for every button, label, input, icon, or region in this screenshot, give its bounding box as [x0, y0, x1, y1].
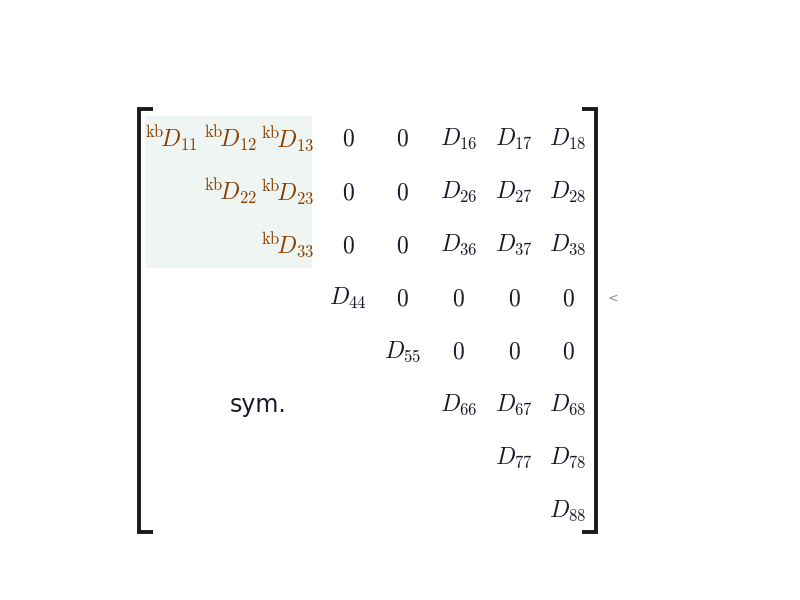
Text: $D_{36}$: $D_{36}$: [440, 233, 477, 257]
Text: $0$: $0$: [396, 127, 409, 151]
Text: $0$: $0$: [562, 286, 574, 310]
Text: $D_{55}$: $D_{55}$: [384, 340, 422, 364]
Text: $D_{78}$: $D_{78}$: [550, 446, 587, 470]
Text: $0$: $0$: [342, 127, 354, 151]
Text: ${}^{\mathrm{kb}}\!D_{12}$: ${}^{\mathrm{kb}}\!D_{12}$: [203, 124, 258, 154]
Text: $0$: $0$: [562, 340, 574, 364]
Text: $0$: $0$: [396, 233, 409, 257]
Text: ${}^{\mathrm{kb}}\!D_{33}$: ${}^{\mathrm{kb}}\!D_{33}$: [260, 230, 314, 260]
Text: $0$: $0$: [396, 286, 409, 310]
Text: $0$: $0$: [452, 340, 465, 364]
Text: $D_{67}$: $D_{67}$: [495, 392, 533, 417]
Text: $D_{28}$: $D_{28}$: [550, 180, 587, 204]
Text: $D_{44}$: $D_{44}$: [329, 286, 367, 311]
Text: sym.: sym.: [230, 392, 286, 416]
Bar: [145, 116, 312, 268]
Text: $D_{38}$: $D_{38}$: [550, 233, 587, 257]
Text: ${}^{\mathrm{kb}}\!D_{13}$: ${}^{\mathrm{kb}}\!D_{13}$: [260, 124, 314, 154]
Text: $D_{66}$: $D_{66}$: [440, 392, 477, 417]
Text: $D_{17}$: $D_{17}$: [495, 127, 533, 151]
Text: $D_{26}$: $D_{26}$: [440, 180, 477, 204]
Text: $D_{27}$: $D_{27}$: [495, 180, 533, 204]
Text: ${}^{\mathrm{kb}}\!D_{23}$: ${}^{\mathrm{kb}}\!D_{23}$: [260, 178, 314, 207]
Text: $D_{77}$: $D_{77}$: [495, 446, 533, 470]
Text: $0$: $0$: [396, 180, 409, 204]
Text: $D_{18}$: $D_{18}$: [550, 127, 587, 151]
Text: <: <: [608, 292, 618, 305]
Text: $0$: $0$: [508, 340, 521, 364]
Text: ${}^{\mathrm{kb}}\!D_{22}$: ${}^{\mathrm{kb}}\!D_{22}$: [203, 177, 258, 207]
Text: $D_{88}$: $D_{88}$: [550, 499, 587, 523]
Text: $D_{68}$: $D_{68}$: [550, 392, 587, 417]
Text: $0$: $0$: [342, 233, 354, 257]
Text: $0$: $0$: [508, 286, 521, 310]
Text: $0$: $0$: [342, 180, 354, 204]
Text: $0$: $0$: [452, 286, 465, 310]
Text: $D_{16}$: $D_{16}$: [440, 127, 477, 151]
Text: $D_{37}$: $D_{37}$: [495, 233, 533, 257]
Text: ${}^{\mathrm{kb}}\!D_{11}$: ${}^{\mathrm{kb}}\!D_{11}$: [145, 124, 198, 154]
